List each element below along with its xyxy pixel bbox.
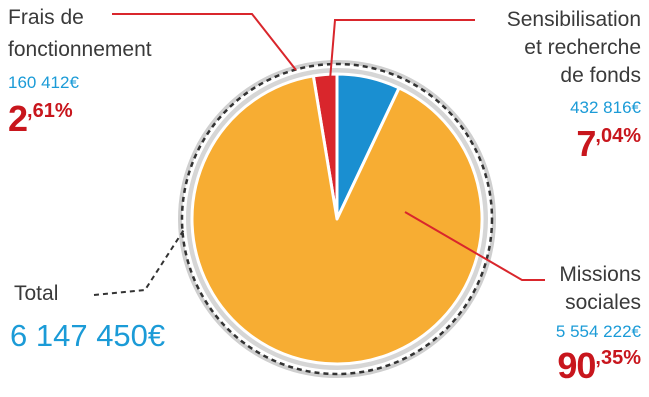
- total-amount: 6 147 450€: [10, 318, 166, 353]
- missions-amount: 5 554 222€: [555, 322, 641, 341]
- pie-slices: [190, 72, 484, 366]
- missions-percent: 90,35%: [557, 345, 641, 387]
- frais-amount: 160 412€: [8, 73, 79, 92]
- missions-percent-dec: ,35%: [595, 347, 641, 369]
- frais-percent: 2,61%: [8, 98, 73, 140]
- total-label: Total: [14, 282, 59, 305]
- frais-label-line1: Frais de: [8, 6, 84, 29]
- sens-label-line3: de fonds: [560, 64, 641, 87]
- sens-amount: 432 816€: [570, 98, 641, 117]
- leader-lines: [93, 13, 545, 296]
- sens-percent: 7,04%: [576, 123, 641, 165]
- leader-sensibilisation: [329, 19, 475, 81]
- missions-label-line1: Missions: [559, 263, 641, 286]
- leader-missions: [404, 211, 545, 281]
- leader-frais: [112, 13, 297, 71]
- missions-percent-int: 90: [557, 345, 596, 386]
- missions-label-line2: sociales: [565, 291, 641, 314]
- sens-percent-int: 7: [576, 123, 596, 164]
- sens-label-line2: et recherche: [524, 36, 641, 59]
- slice-missions: [190, 74, 484, 366]
- sens-label-line1: Sensibilisation: [506, 8, 641, 31]
- frais-percent-dec: ,61%: [27, 100, 73, 122]
- frais-percent-int: 2: [8, 98, 28, 139]
- pie-dashed-outline: [180, 62, 494, 376]
- sens-percent-dec: ,04%: [595, 125, 641, 147]
- frais-label-line2: fonctionnement: [8, 38, 152, 61]
- pie-inner-ring: [186, 68, 488, 370]
- leader-total: [93, 227, 186, 296]
